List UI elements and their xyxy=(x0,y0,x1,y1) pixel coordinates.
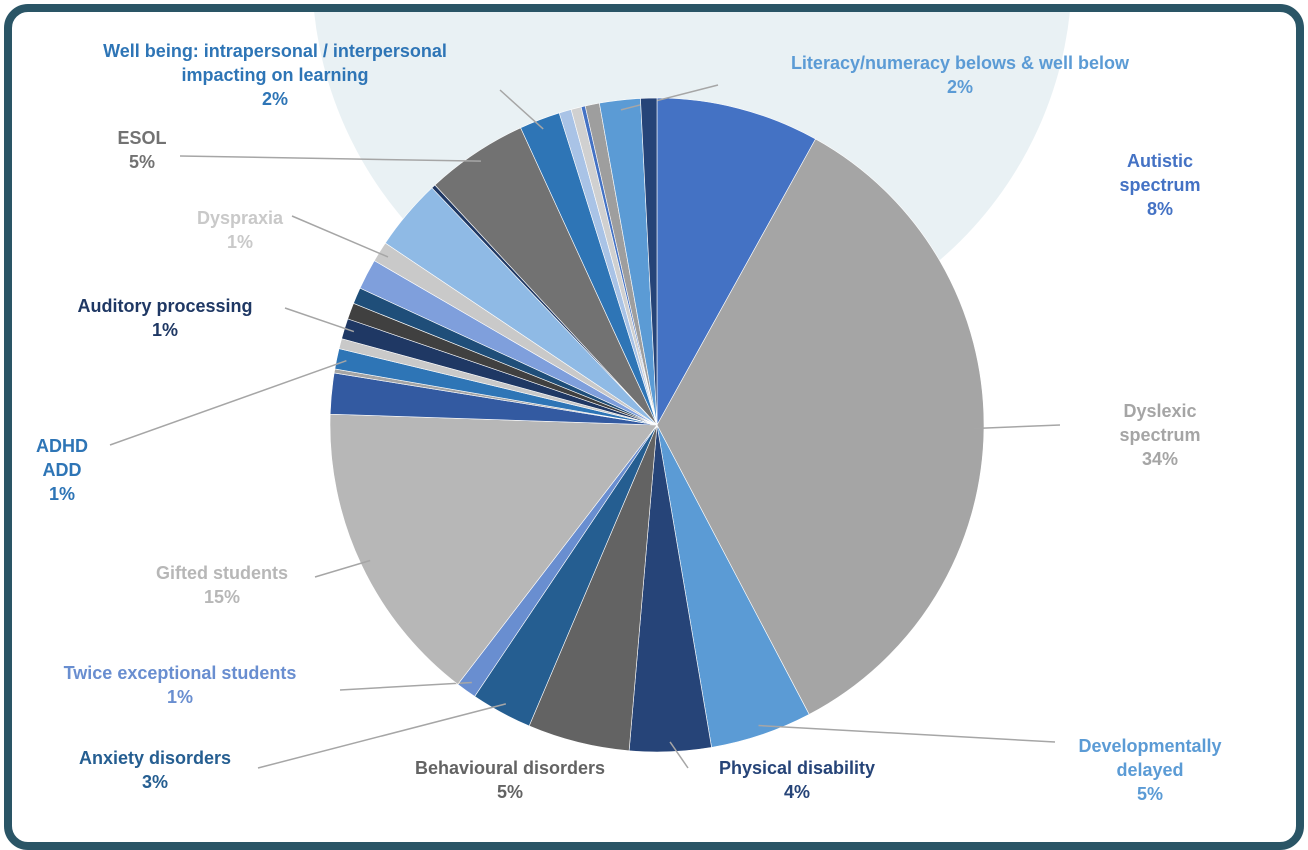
data-label: Literacy/numeracy belows & well below 2% xyxy=(791,51,1129,99)
category-label: Dyspraxia xyxy=(196,208,284,228)
category-label: Gifted students xyxy=(155,563,289,583)
page: (() => { const data = JSON.parse(documen… xyxy=(4,4,1304,850)
leader-line xyxy=(257,703,507,769)
category-label: Behavioural disorders xyxy=(414,758,606,778)
category-label: ADHD ADD xyxy=(36,436,88,480)
leader-line xyxy=(499,89,544,130)
category-label: Developmentally delayed xyxy=(1078,736,1222,780)
percent-label: 5% xyxy=(128,152,156,172)
category-label: Literacy/numeracy belows & well below xyxy=(790,53,1130,73)
percent-label: 34% xyxy=(1141,449,1179,469)
data-label: Dyslexic spectrum 34% xyxy=(1086,399,1234,471)
data-label: Twice exceptional students 1% xyxy=(64,661,297,709)
category-label: Auditory processing xyxy=(77,296,253,316)
percent-label: 2% xyxy=(261,89,289,109)
percent-label: 1% xyxy=(48,484,75,504)
percent-label: 3% xyxy=(141,772,168,792)
data-label: ADHD ADD 1% xyxy=(36,434,88,506)
category-label: ESOL xyxy=(117,128,167,148)
pie-slice xyxy=(640,97,658,426)
data-label: Developmentally delayed 5% xyxy=(1078,734,1221,806)
leader-line xyxy=(284,307,355,333)
data-label: Behavioural disorders 5% xyxy=(415,756,605,804)
percent-label: 2% xyxy=(946,77,973,97)
pie-slice xyxy=(329,413,658,685)
leader-line xyxy=(109,360,347,446)
category-label: Autistic spectrum xyxy=(1119,151,1201,195)
percent-label: 1% xyxy=(226,232,253,252)
leader-line xyxy=(974,424,1061,430)
category-label: Physical disability xyxy=(718,758,876,778)
percent-label: 1% xyxy=(166,687,194,707)
category-label: Twice exceptional students xyxy=(63,663,297,683)
leader-line xyxy=(669,741,689,769)
data-label: ESOL 5% xyxy=(117,126,166,174)
percent-label: 5% xyxy=(1136,784,1163,804)
data-label: Well being: intrapersonal / interpersona… xyxy=(103,39,447,111)
leader-line xyxy=(291,215,389,258)
percent-label: 8% xyxy=(1146,199,1173,219)
data-label: Anxiety disorders 3% xyxy=(79,746,231,794)
data-label: Autistic spectrum 8% xyxy=(1086,149,1234,221)
data-label: Gifted students 15% xyxy=(156,561,288,609)
percent-label: 5% xyxy=(496,782,524,802)
chart xyxy=(109,84,1061,769)
category-label: Anxiety disorders xyxy=(78,748,232,768)
percent-label: 1% xyxy=(151,320,178,340)
leader-line xyxy=(314,559,371,578)
leader-line xyxy=(339,681,472,691)
category-label: Well being: intrapersonal / interpersona… xyxy=(103,41,447,85)
category-label: Dyslexic spectrum xyxy=(1119,401,1201,445)
data-label: Dyspraxia 1% xyxy=(197,206,283,254)
percent-label: 4% xyxy=(783,782,811,802)
percent-label: 15% xyxy=(203,587,241,607)
leader-line xyxy=(758,724,1056,743)
leader-line xyxy=(620,84,719,111)
data-label: Physical disability 4% xyxy=(719,756,875,804)
data-label: Auditory processing 1% xyxy=(77,294,252,342)
leader-line xyxy=(179,155,481,162)
